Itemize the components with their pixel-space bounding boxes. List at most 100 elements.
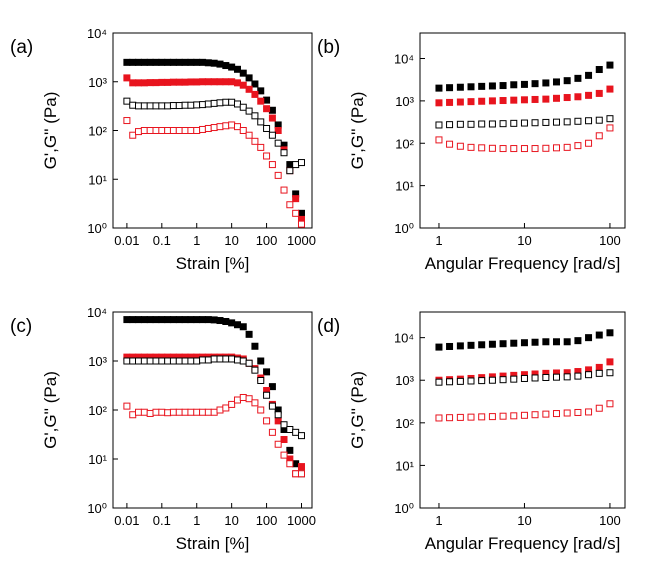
data-point (263, 124, 271, 132)
data-point (435, 414, 443, 422)
data-point (274, 171, 282, 179)
data-point (129, 357, 137, 365)
y-tick-label: 10⁴ (87, 305, 107, 320)
data-point (574, 337, 582, 345)
data-point (263, 368, 271, 376)
data-point (456, 342, 464, 350)
x-tick-label: 10 (224, 513, 238, 528)
data-point (478, 413, 486, 421)
data-point (606, 85, 614, 93)
data-point (542, 144, 550, 152)
data-point (585, 139, 593, 147)
data-point (245, 395, 253, 403)
x-tick-label: 100 (256, 233, 278, 248)
data-point (595, 369, 603, 377)
x-tick-label: 10 (517, 233, 531, 248)
data-point (169, 408, 177, 416)
data-point (158, 58, 166, 66)
y-tick-label: 10¹ (88, 452, 107, 467)
data-point (292, 460, 300, 468)
data-point (552, 338, 560, 346)
x-axis-label: Angular Frequency [rad/s] (425, 534, 621, 553)
x-axis-label: Strain [%] (176, 534, 250, 553)
y-axis-label: G',G'' (Pa) (41, 92, 60, 170)
data-point (574, 408, 582, 416)
data-point (435, 84, 443, 92)
y-tick-label: 10³ (395, 373, 414, 388)
data-point (606, 358, 614, 366)
data-point (297, 432, 305, 440)
data-point (199, 408, 207, 416)
data-point (510, 81, 518, 89)
y-tick-label: 10³ (88, 75, 107, 90)
data-point (274, 417, 282, 425)
data-point (169, 78, 177, 86)
data-point (228, 400, 236, 408)
data-point (204, 59, 212, 67)
data-point (297, 470, 305, 478)
data-point (499, 412, 507, 420)
data-point (210, 99, 218, 107)
data-point (140, 408, 148, 416)
data-point (456, 83, 464, 91)
data-point (193, 127, 201, 134)
panel-label: (b) (317, 37, 340, 58)
data-point (297, 463, 305, 471)
data-point (446, 378, 454, 386)
data-point (585, 371, 593, 379)
data-point (456, 377, 464, 385)
data-point (169, 127, 177, 134)
data-point (245, 359, 253, 367)
data-point (228, 78, 236, 86)
data-point (123, 316, 131, 324)
data-point (595, 116, 603, 124)
data-point (193, 316, 201, 324)
data-point (606, 61, 614, 69)
data-point (467, 120, 475, 128)
data-point (467, 83, 475, 91)
data-point (251, 137, 259, 145)
data-point (574, 372, 582, 380)
data-point (435, 99, 443, 107)
data-point (158, 127, 166, 134)
data-point (585, 334, 593, 342)
data-point (158, 357, 166, 365)
y-tick-label: 10³ (88, 354, 107, 369)
data-point (239, 69, 247, 77)
data-point (467, 98, 475, 106)
data-point (292, 161, 300, 169)
data-point (175, 316, 183, 324)
data-point (456, 413, 464, 421)
data-point (574, 93, 582, 101)
data-point (435, 378, 443, 386)
data-point (135, 408, 143, 416)
data-point (146, 102, 154, 110)
data-point (216, 317, 224, 325)
data-point (520, 119, 528, 127)
data-point (542, 410, 550, 418)
data-point (169, 58, 177, 66)
data-point (574, 117, 582, 125)
data-point (280, 149, 288, 157)
data-point (135, 316, 143, 324)
data-point (488, 97, 496, 105)
data-point (563, 338, 571, 346)
data-point (129, 79, 137, 87)
data-point (233, 65, 241, 73)
data-point (123, 97, 131, 105)
data-point (563, 409, 571, 417)
data-point (286, 167, 294, 175)
data-point (187, 127, 195, 134)
data-point (552, 94, 560, 102)
data-point (251, 399, 259, 407)
data-point (435, 136, 443, 144)
data-point (164, 127, 172, 134)
x-tick-label: 0.01 (114, 233, 139, 248)
data-point (129, 131, 137, 139)
x-axis-label: Strain [%] (176, 254, 250, 273)
data-point (563, 143, 571, 151)
data-point (606, 329, 614, 337)
data-point (123, 117, 131, 125)
data-point (146, 127, 154, 134)
data-point (164, 78, 172, 86)
